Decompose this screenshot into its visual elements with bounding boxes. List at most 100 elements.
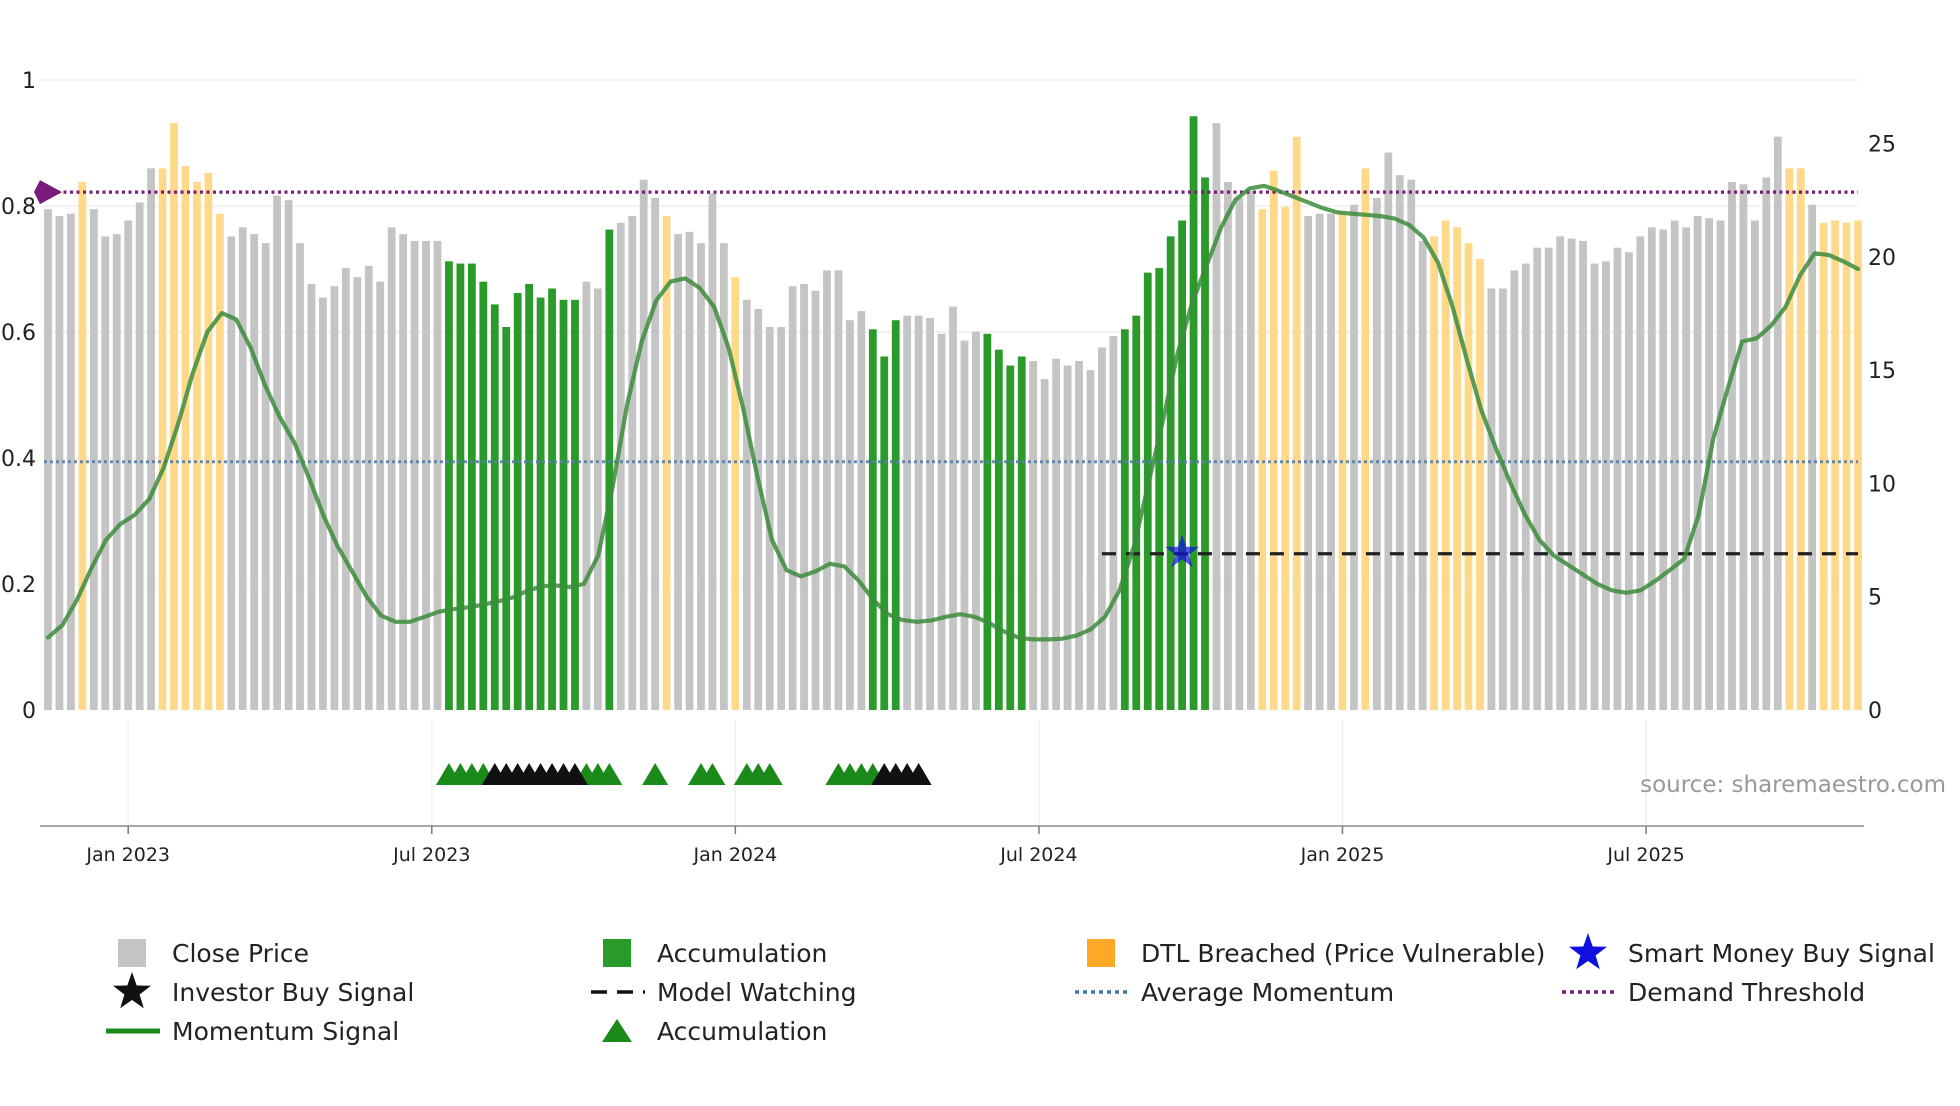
price-bar-dtl <box>1476 259 1484 710</box>
price-bar-grey <box>1029 361 1038 710</box>
left-tick-label: 0.8 <box>1 195 36 220</box>
legend-swatch-close-price <box>118 939 146 967</box>
price-bar-accum <box>1006 365 1015 710</box>
price-bar-grey <box>238 227 247 710</box>
price-bar-grey <box>330 286 339 710</box>
price-bar-accum <box>536 297 545 710</box>
price-bar-grey <box>1407 179 1416 711</box>
price-bar-accum <box>1189 116 1198 711</box>
price-bar-grey <box>261 243 270 710</box>
price-bar-grey <box>1590 263 1599 710</box>
price-bar-dtl <box>662 215 671 710</box>
price-bar-grey <box>582 281 591 710</box>
price-bar-grey <box>112 234 121 711</box>
price-bar-grey <box>949 306 957 710</box>
price-bar-accum <box>571 299 579 710</box>
price-bar-grey <box>651 197 660 710</box>
x-tick-label: Jul 2024 <box>999 844 1077 866</box>
price-bar-dtl <box>1831 220 1839 710</box>
price-bar-grey <box>273 195 282 710</box>
price-bar-grey <box>1212 123 1221 710</box>
price-bar-grey <box>1533 247 1542 710</box>
price-bar-grey <box>1773 136 1782 711</box>
legend-triangle-icon <box>602 1019 632 1042</box>
price-bar-dtl <box>1842 222 1851 711</box>
price-bar-grey <box>754 308 763 710</box>
price-bar-grey <box>399 234 408 711</box>
price-bar-grey <box>674 234 682 711</box>
legend-label: Investor Buy Signal <box>172 978 414 1007</box>
accumulation-triangle-marker <box>642 763 669 785</box>
price-bar-dtl <box>158 168 167 711</box>
price-bar-grey <box>857 311 866 710</box>
price-bar-grey <box>250 234 259 711</box>
legend-item: Demand Threshold <box>1562 978 1865 1007</box>
left-tick-label: 0.6 <box>1 321 36 346</box>
right-tick-label: 10 <box>1868 472 1896 497</box>
smart-money-buy-star <box>1165 534 1200 568</box>
legend-label: Average Momentum <box>1141 978 1394 1007</box>
price-bar-dtl <box>1361 168 1370 711</box>
price-bar-grey <box>834 270 843 710</box>
price-bar-accum <box>445 261 453 710</box>
price-bar-grey <box>1567 238 1576 710</box>
price-bar-grey <box>639 179 648 711</box>
price-bar-grey <box>903 315 912 710</box>
right-tick-label: 20 <box>1868 246 1896 271</box>
price-bar-dtl <box>1819 222 1828 711</box>
price-bar-grey <box>1647 227 1656 710</box>
price-bar-grey <box>1418 240 1427 710</box>
legend-swatch-accumulation <box>603 939 631 967</box>
price-bar-grey <box>89 209 98 710</box>
price-bar-grey <box>296 243 304 710</box>
markers-layer <box>34 180 1200 785</box>
price-bar-grey <box>135 202 144 711</box>
price-bar-dtl <box>170 123 178 710</box>
price-bar-grey <box>227 236 236 710</box>
price-bar-grey <box>55 215 64 710</box>
price-bar-grey <box>1659 229 1668 710</box>
price-bar-dtl <box>1854 220 1862 710</box>
price-bar-grey <box>1762 177 1771 710</box>
accumulation-triangle-marker <box>756 763 783 785</box>
price-bar-grey <box>1246 191 1255 711</box>
right-tick-label: 5 <box>1868 586 1882 611</box>
price-bar-accum <box>605 229 614 710</box>
price-bar-accum <box>559 299 568 710</box>
legend-label: DTL Breached (Price Vulnerable) <box>1141 939 1545 968</box>
price-bar-grey <box>1751 220 1759 710</box>
price-bar-grey <box>307 283 316 710</box>
price-bar-grey <box>1235 197 1244 710</box>
legend-label: Smart Money Buy Signal <box>1628 939 1935 968</box>
price-bar-dtl <box>1453 227 1461 710</box>
price-bar-grey <box>788 286 797 710</box>
price-bar-accum <box>891 320 900 710</box>
price-bar-accum <box>868 329 877 710</box>
price-bar-grey <box>1716 220 1725 710</box>
x-tick-label: Jan 2024 <box>692 844 777 866</box>
price-bar-dtl <box>1258 209 1267 710</box>
accumulation-triangle-marker <box>596 763 623 785</box>
price-bar-grey <box>1613 247 1622 710</box>
price-bar-grey <box>593 288 602 710</box>
price-bar-grey <box>811 290 820 710</box>
x-tick-label: Jul 2023 <box>392 844 470 866</box>
price-bar-grey <box>433 240 442 710</box>
price-bar-grey <box>410 240 419 710</box>
price-bar-grey <box>1544 247 1553 710</box>
price-bar-dtl <box>181 166 190 710</box>
price-bar-grey <box>1487 288 1496 710</box>
price-bar-grey <box>1693 215 1702 710</box>
price-bar-grey <box>1327 213 1335 711</box>
price-bar-dtl <box>1269 170 1278 711</box>
price-bar-grey <box>1556 236 1565 710</box>
investor-buy-triangle-marker <box>561 763 588 785</box>
right-tick-label: 25 <box>1868 132 1896 157</box>
legend-item: DTL Breached (Price Vulnerable) <box>1087 939 1545 968</box>
price-bar-grey <box>1808 204 1817 710</box>
price-bar-accum <box>1120 329 1129 710</box>
price-bar-grey <box>972 331 980 710</box>
price-bar-grey <box>1624 252 1633 710</box>
price-bar-dtl <box>193 181 201 711</box>
